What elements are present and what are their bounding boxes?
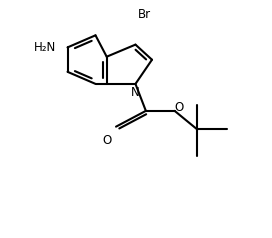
Text: O: O bbox=[174, 101, 183, 114]
Text: O: O bbox=[102, 134, 111, 147]
Text: N: N bbox=[131, 86, 140, 99]
Text: H₂N: H₂N bbox=[33, 41, 56, 54]
Text: Br: Br bbox=[137, 8, 151, 21]
